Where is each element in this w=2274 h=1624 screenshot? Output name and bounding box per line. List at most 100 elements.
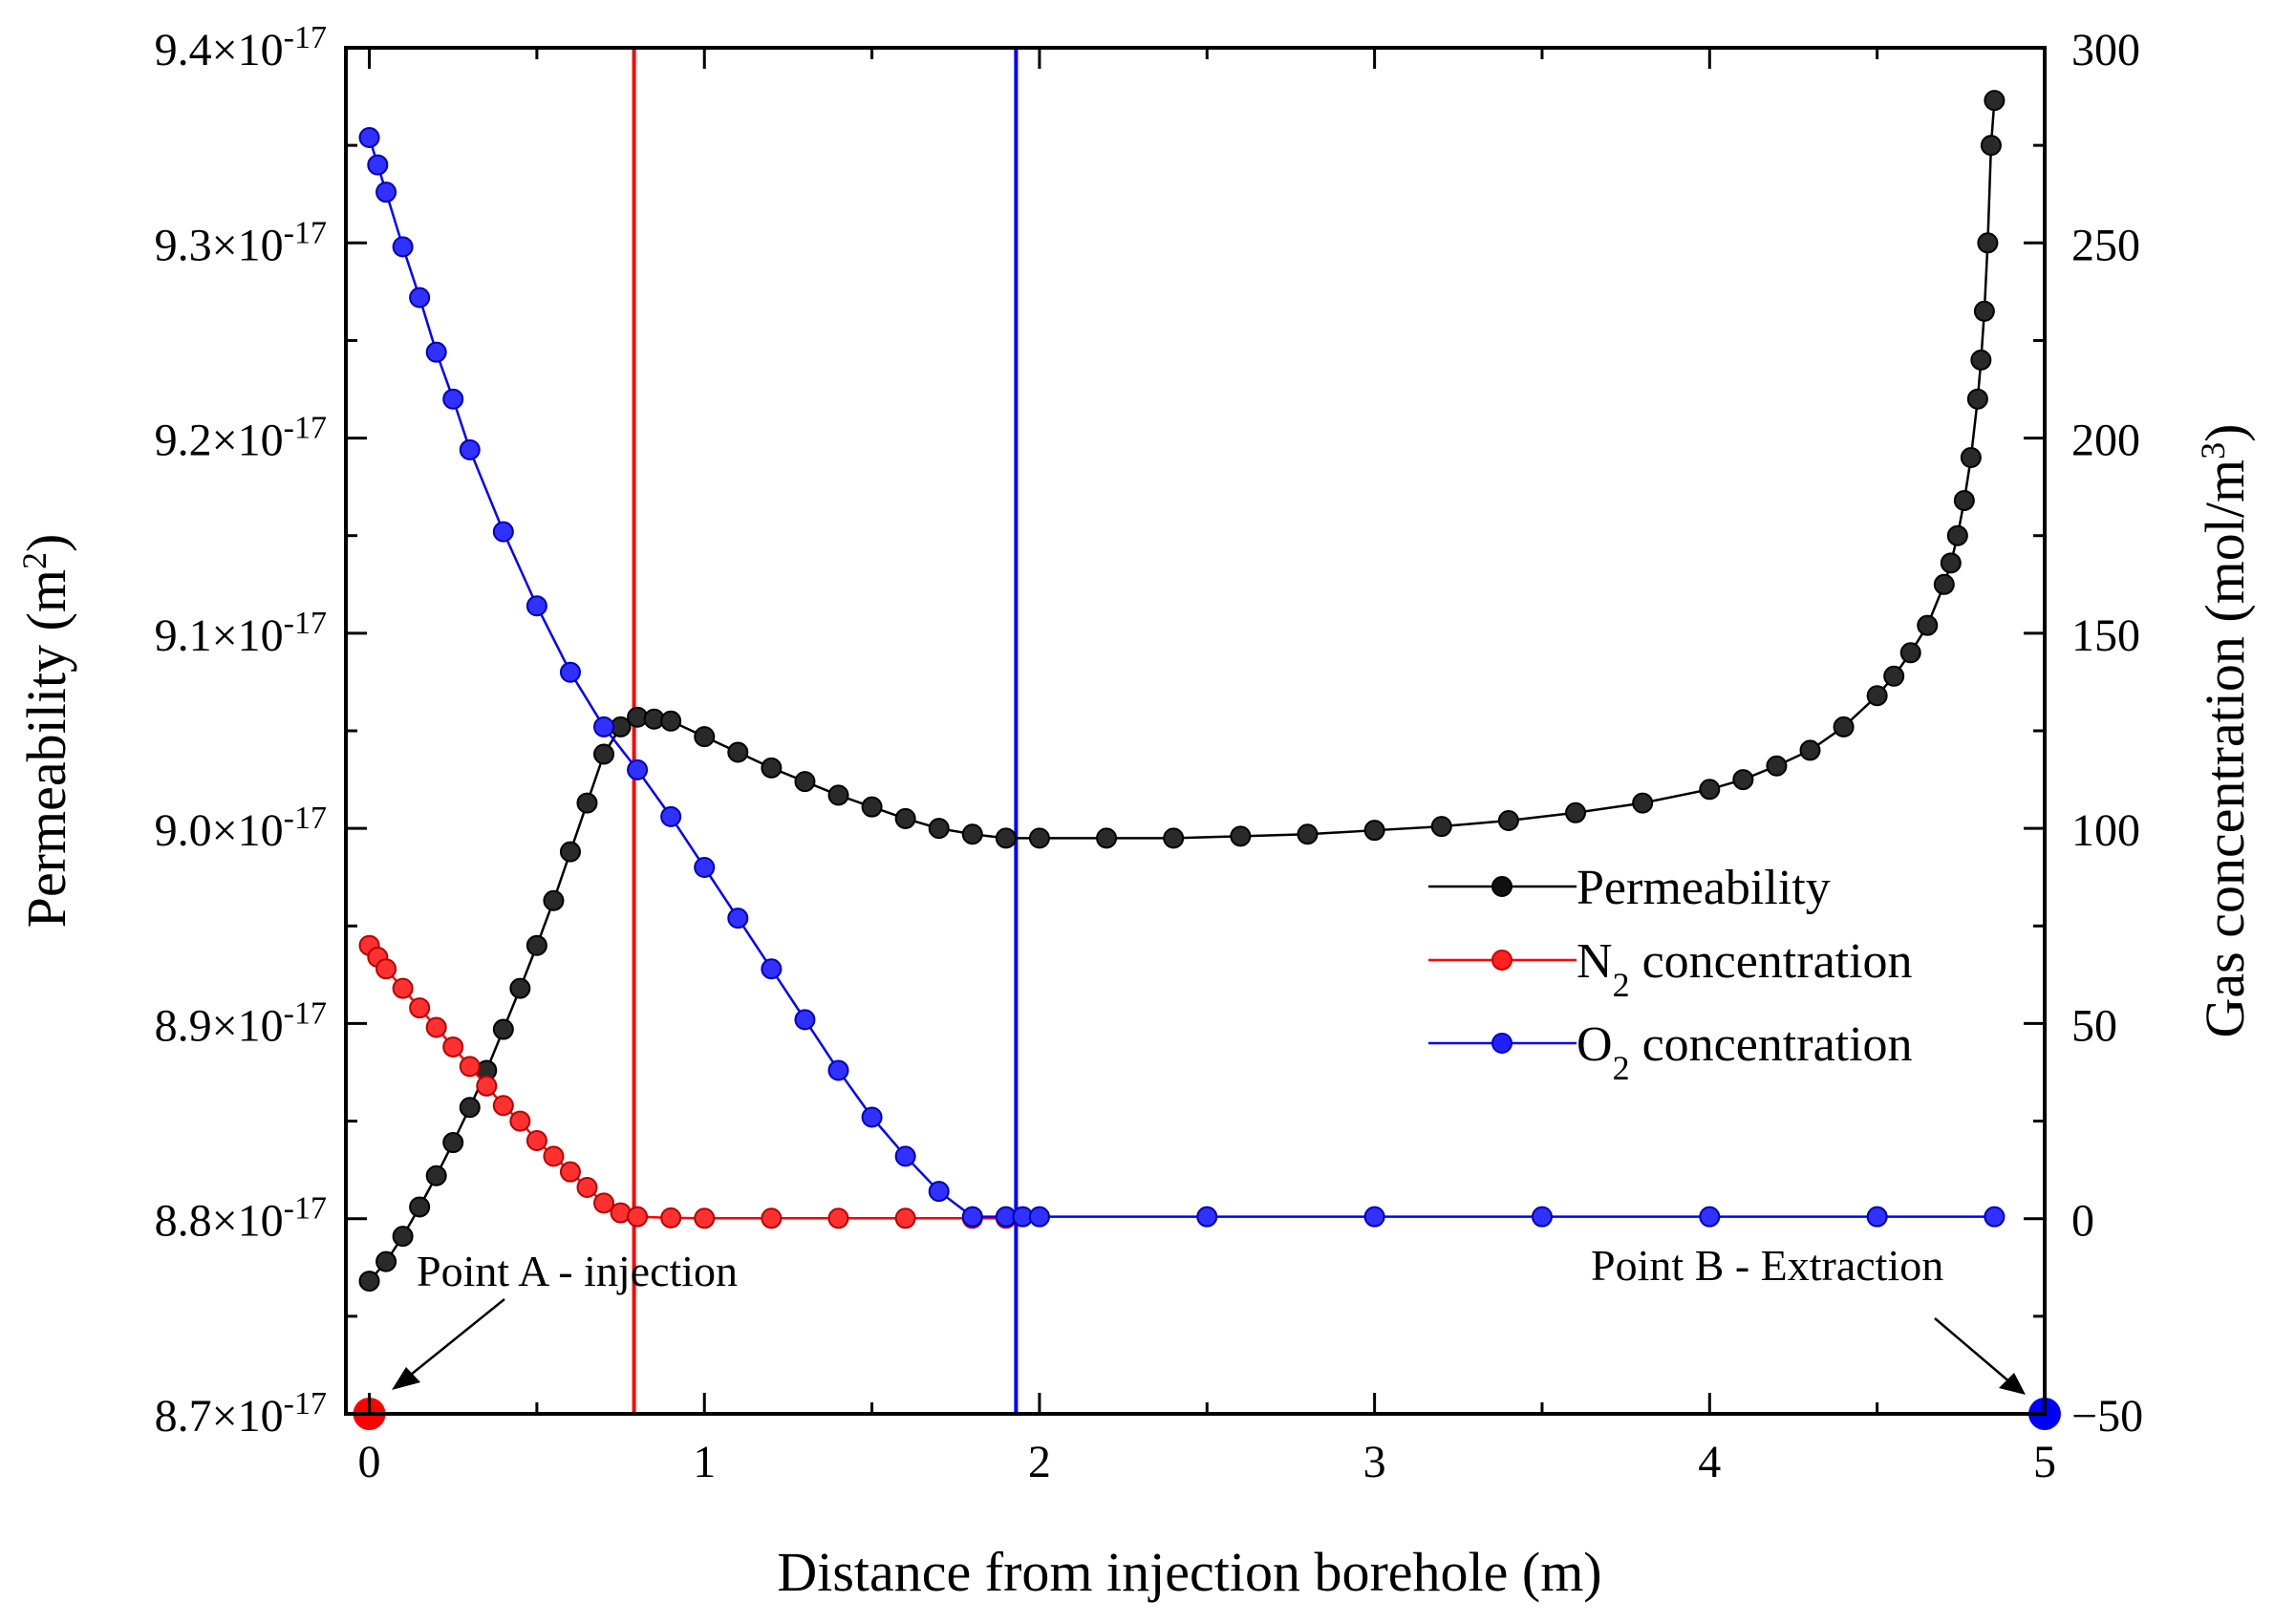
- series-2-point: [827, 1059, 849, 1081]
- series-0-point: [1833, 716, 1855, 737]
- series-0-point: [1984, 90, 2006, 112]
- series-1-point: [593, 1192, 615, 1214]
- series-1-point: [392, 977, 414, 999]
- series-0-point: [1230, 825, 1252, 847]
- y-right-tick-label: 250: [2071, 220, 2140, 270]
- series-1-point: [559, 1161, 581, 1183]
- series-1-point: [827, 1207, 849, 1229]
- y-left-tick-label: 8.7×10-17: [155, 1386, 327, 1442]
- series-0-point: [660, 710, 682, 732]
- series-0-point: [827, 784, 849, 806]
- series-2-point: [660, 805, 682, 827]
- series-0-point: [928, 818, 950, 840]
- series-0-point: [509, 977, 531, 999]
- y-left-tick-label: 9.0×10-17: [155, 801, 327, 857]
- series-0-point: [1363, 820, 1385, 842]
- y-axis-right-title-sup: 3: [2194, 442, 2232, 459]
- series-2-point: [794, 1009, 816, 1031]
- legend-label-o2-sub: 2: [1613, 1049, 1630, 1087]
- series-line-1: [368, 944, 1006, 1220]
- series-0-point: [1565, 801, 1587, 823]
- y-right-tick-label: −50: [2071, 1391, 2143, 1442]
- x-tick-label: 0: [358, 1437, 381, 1487]
- y-right-tick-label: 300: [2071, 25, 2140, 75]
- legend-label-o2-main: O: [1577, 1017, 1613, 1072]
- series-1-point: [459, 1056, 481, 1078]
- series-0-point: [392, 1226, 414, 1248]
- series-0-point: [1917, 614, 1939, 636]
- legend-marker-permeability: [1491, 876, 1512, 897]
- series-0-point: [1940, 552, 1962, 574]
- y-right-tick-label: 100: [2071, 805, 2140, 856]
- series-1-point: [375, 958, 397, 980]
- series-1-point: [442, 1036, 464, 1058]
- series-2-point: [559, 661, 581, 683]
- series-0-point: [559, 841, 581, 863]
- annotation-point-a: Point A - injection: [417, 1247, 738, 1295]
- legend-marker-o2: [1491, 1033, 1512, 1054]
- series-layer: [358, 90, 2006, 1293]
- annotation-arrow-b: [1934, 1317, 2026, 1395]
- series-0-point: [593, 743, 615, 765]
- legend-marker-n2: [1491, 950, 1512, 971]
- annotation-point-b: Point B - Extraction: [1591, 1241, 1943, 1290]
- y-axis-right-title-main: Gas concentration (mol/m: [2194, 459, 2256, 1038]
- series-2-point: [593, 716, 615, 737]
- series-2-point: [1984, 1206, 2006, 1228]
- x-axis-title: Distance from injection borehole (m): [777, 1541, 1601, 1603]
- legend-label-o2-rest: concentration: [1630, 1017, 1913, 1072]
- series-1-point: [894, 1207, 916, 1229]
- series-0-point: [894, 807, 916, 829]
- y-left-tick-label: 9.2×10-17: [155, 410, 327, 466]
- series-line-0: [368, 100, 1996, 1282]
- series-0-point: [1933, 573, 1955, 595]
- series-2-point: [1196, 1206, 1218, 1228]
- series-2-point: [442, 388, 464, 410]
- series-2-point: [894, 1145, 916, 1167]
- series-2-point: [492, 521, 514, 543]
- series-1-point: [576, 1177, 598, 1199]
- series-0: [358, 90, 2006, 1293]
- y-left-tick-label: 9.1×10-17: [155, 605, 327, 661]
- series-2: [358, 126, 2006, 1228]
- series-0-point: [995, 827, 1017, 849]
- series-0-point: [961, 823, 983, 845]
- series-1-point: [425, 1016, 447, 1038]
- series-0-point: [1946, 524, 1968, 546]
- legend-label-n2-main: N: [1577, 934, 1613, 989]
- legend-label-permeability: Permeability: [1577, 861, 1831, 915]
- series-2-point: [861, 1106, 883, 1128]
- series-0-point: [1430, 816, 1452, 838]
- vertical-lines: [632, 48, 1019, 1414]
- x-tick-label: 4: [1698, 1437, 1721, 1487]
- y-axis-left-title-main: Permeability (m: [15, 569, 77, 928]
- series-0-point: [1163, 827, 1185, 849]
- series-1-point: [476, 1075, 498, 1097]
- series-0-point: [1732, 769, 1754, 791]
- series-2-point: [1699, 1206, 1721, 1228]
- series-0-point: [459, 1097, 481, 1119]
- series-0-point: [442, 1132, 464, 1154]
- series-0-point: [375, 1250, 397, 1272]
- series-0-point: [1953, 489, 1975, 511]
- series-2-point: [761, 958, 783, 980]
- x-tick-label: 2: [1028, 1437, 1051, 1487]
- y-left-tick-label: 8.9×10-17: [155, 995, 327, 1052]
- series-0-point: [1699, 779, 1721, 801]
- series-0-point: [1980, 135, 2002, 157]
- series-0-point: [1632, 792, 1654, 814]
- series-2-point: [526, 595, 547, 617]
- series-0-point: [1899, 642, 1921, 664]
- series-2-point: [425, 341, 447, 363]
- legend-label-o2: O2 concentration: [1577, 1017, 1913, 1087]
- series-1-point: [409, 997, 431, 1019]
- series-0-point: [727, 741, 749, 763]
- series-0-point: [1960, 447, 1982, 468]
- legend-label-n2: N2 concentration: [1577, 934, 1913, 1004]
- ticks: 0 1 2 3 4 5 8.7×10-17 8.8×10-17 8.9×10-17 9.0×10-…: [155, 20, 2143, 1488]
- series-0-point: [1028, 827, 1050, 849]
- series-0-point: [1977, 232, 1999, 254]
- series-0-point: [1096, 827, 1118, 849]
- series-2-point: [367, 154, 389, 176]
- series-2-point: [928, 1181, 950, 1203]
